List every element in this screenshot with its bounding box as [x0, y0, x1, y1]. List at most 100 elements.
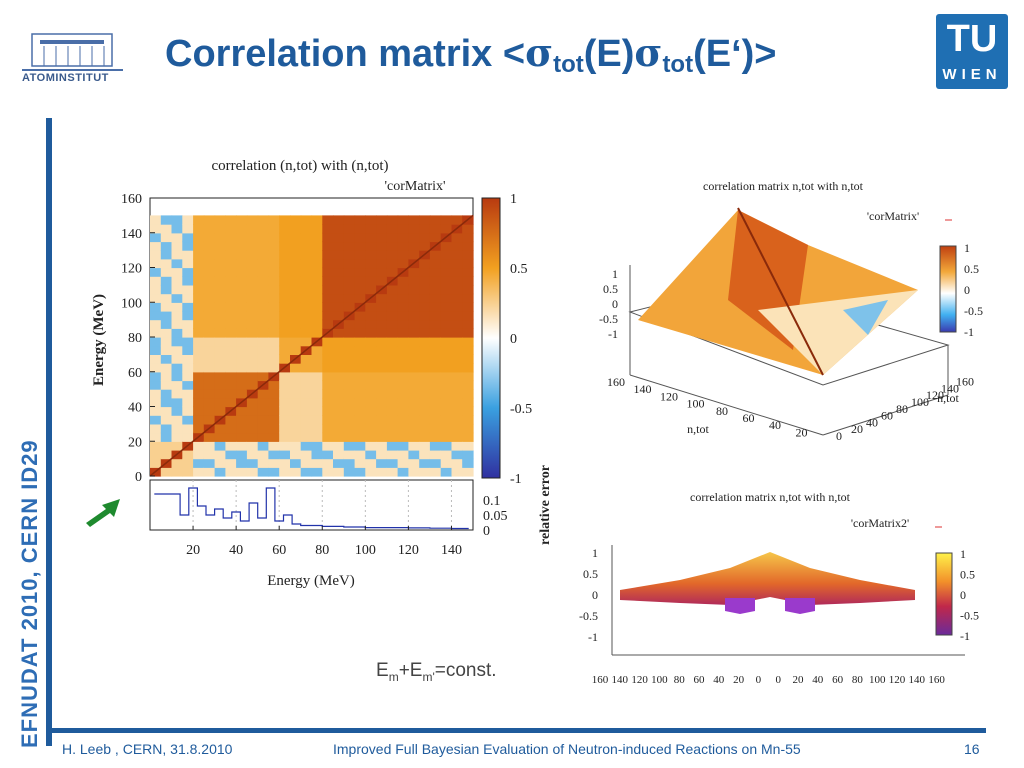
heatmap-cell [193, 319, 205, 329]
heatmap-cell [386, 449, 399, 460]
heatmap-cell [429, 397, 442, 408]
heatmap-cell [203, 337, 216, 347]
heatmap-cell [279, 415, 291, 425]
heatmap-cell [268, 241, 280, 251]
heatmap-cell [462, 224, 474, 234]
heatmap-cell [171, 224, 183, 234]
heatmap-cell [322, 389, 334, 399]
heatmap-cell [193, 250, 205, 260]
heatmap-cell [236, 250, 248, 260]
heatmap-cell [171, 302, 183, 312]
heatmap-cell [365, 371, 377, 382]
heatmap-cell [203, 241, 216, 251]
heatmap-cell [182, 337, 194, 347]
heatmap-cell [225, 267, 237, 277]
side-x-tick-label: 140 [612, 674, 629, 686]
heatmap-cell [182, 241, 194, 251]
heatmap-cell [160, 423, 173, 434]
heatmap-cell [462, 354, 474, 364]
heatmap-cell [182, 284, 194, 295]
heatmap-cell [225, 250, 237, 260]
heatmap-cell [365, 467, 377, 477]
heatmap-cell [311, 276, 323, 286]
heatmap-cell [440, 449, 453, 460]
heatmap-title: correlation (n,tot) with (n,tot) [211, 158, 388, 174]
heatmap-cell [419, 354, 431, 364]
heatmap-colorbar-tick-label: 0.5 [510, 262, 528, 277]
heatmap-cell [343, 284, 356, 295]
heatmap-cell [333, 284, 345, 295]
error-subplot-y-ticks: 0.10.050 [483, 494, 508, 539]
heatmap-cell [322, 345, 334, 355]
heatmap-x-tick-label: 100 [355, 543, 376, 558]
heatmap-cell [322, 232, 334, 243]
heatmap-cell [290, 232, 302, 243]
heatmap-cell [440, 328, 453, 338]
heatmap-cell [279, 276, 291, 286]
heatmap-cell [257, 215, 270, 225]
heatmap-cell [290, 345, 302, 355]
heatmap-cell [311, 302, 323, 312]
heatmap-cell [397, 415, 409, 425]
heatmap-cell [462, 310, 474, 321]
heatmap-cell [160, 380, 173, 390]
heatmap-cell [160, 232, 173, 243]
heatmap-cell [408, 415, 420, 425]
heatmap-cell [300, 458, 313, 468]
heatmap-cell [365, 302, 377, 312]
heatmap-cell [150, 449, 162, 460]
heatmap-cell [225, 345, 237, 355]
heatmap-colorbar-tick-label: 0 [510, 332, 517, 347]
heatmap-cell [354, 293, 366, 303]
heatmap-cell [462, 432, 474, 442]
heatmap-cell [386, 328, 399, 338]
heatmap-cell [322, 423, 334, 434]
heatmap-cell [462, 284, 474, 295]
heatmap-cell [322, 380, 334, 390]
heatmap-cell [333, 293, 345, 303]
heatmap-cell [160, 293, 173, 303]
surface-legend: 'corMatrix' [867, 209, 919, 223]
heatmap-cell [246, 250, 259, 260]
heatmap-cell [225, 371, 237, 382]
heatmap-cell [193, 241, 205, 251]
heatmap-cell [214, 397, 226, 408]
surface-diagonal [737, 207, 824, 376]
heatmap-cell [419, 458, 431, 468]
heatmap-cell [322, 224, 334, 234]
heatmap-cell [160, 215, 173, 225]
heatmap-cell [246, 467, 259, 477]
heatmap-cell [160, 415, 173, 425]
heatmap-cell [440, 224, 453, 234]
heatmap-cell [246, 215, 259, 225]
heatmap-colorbar-tick-label: -1 [510, 472, 522, 487]
heatmap-cell [225, 337, 237, 347]
heatmap-cell [408, 423, 420, 434]
surface-x-label: n,tot [687, 422, 709, 436]
heatmap-cell [408, 406, 420, 416]
heatmap-cell [236, 215, 248, 225]
heatmap-cell [225, 328, 237, 338]
heatmap-cell [203, 354, 216, 364]
heatmap-cell [203, 215, 216, 225]
heatmap-cell [311, 284, 323, 295]
heatmap-cell [440, 354, 453, 364]
heatmap-cell [171, 397, 183, 408]
heatmap-cell [429, 267, 442, 277]
heatmap-cell [193, 415, 205, 425]
heatmap-cell [182, 406, 194, 416]
heatmap-cell [300, 310, 313, 321]
heatmap-cell [365, 276, 377, 286]
heatmap-cell [257, 284, 270, 295]
heatmap-cell [376, 415, 388, 425]
heatmap-cell [150, 380, 162, 390]
heatmap-cell [311, 310, 323, 321]
heatmap-cell [214, 328, 226, 338]
heatmap-cell [300, 328, 313, 338]
heatmap-cell [193, 224, 205, 234]
heatmap-cell [365, 406, 377, 416]
heatmap-cell [257, 389, 270, 399]
heatmap-cell [171, 380, 183, 390]
side-colorbar-tick-label: 0 [960, 588, 966, 602]
heatmap-cell [386, 284, 399, 295]
